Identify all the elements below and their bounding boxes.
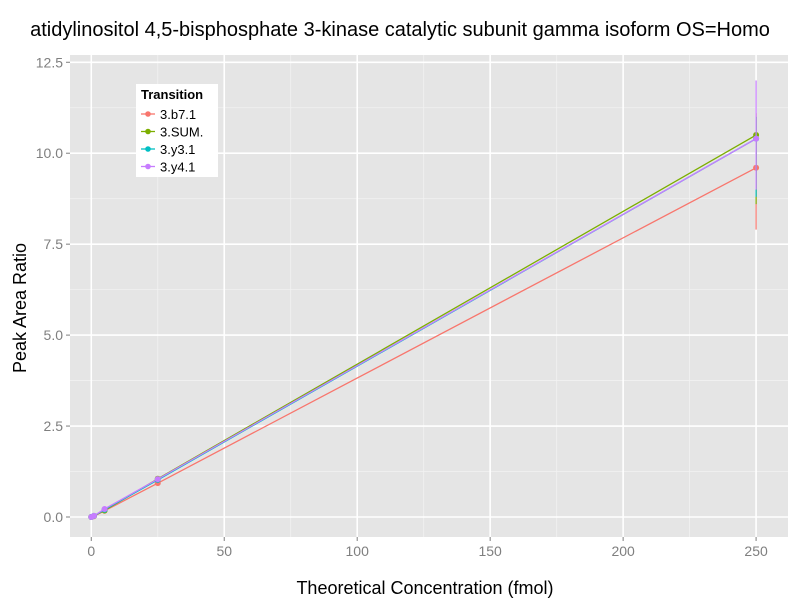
y-tick-label: 12.5	[36, 54, 63, 70]
x-tick-label: 150	[478, 543, 502, 559]
x-axis-label: Theoretical Concentration (fmol)	[296, 578, 553, 598]
y-tick-label: 2.5	[44, 418, 64, 434]
y-tick-label: 10.0	[36, 145, 63, 161]
legend-label: 3.b7.1	[160, 107, 196, 122]
legend-label: 3.y3.1	[160, 142, 195, 157]
y-tick-label: 5.0	[44, 327, 64, 343]
x-tick-label: 200	[611, 543, 635, 559]
legend-key-point	[145, 146, 151, 152]
legend-label: 3.y4.1	[160, 160, 195, 175]
x-tick-label: 50	[216, 543, 232, 559]
data-point-3.y4.1	[90, 512, 97, 519]
x-tick-label: 250	[744, 543, 768, 559]
y-axis-label: Peak Area Ratio	[10, 243, 30, 373]
grid-layer	[70, 55, 788, 537]
legend-items: 3.b7.1 3.SUM. 3.y3.1 3.y4.1	[141, 107, 203, 175]
legend-item-3.y4.1: 3.y4.1	[141, 160, 195, 175]
x-tick-label: 100	[346, 543, 370, 559]
series-layer	[88, 80, 760, 520]
x-tick-label: 0	[87, 543, 95, 559]
legend-item-3.y3.1: 3.y3.1	[141, 142, 195, 157]
legend-item-3.b7.1: 3.b7.1	[141, 107, 196, 122]
series-3.y4.1	[88, 80, 760, 520]
legend-key-point	[145, 128, 151, 135]
axis-layer: 0.0 2.5 5.0 7.5 10.0 12.5 0 50 100 150 200 250	[36, 54, 768, 559]
data-point-3.y4.1	[101, 505, 108, 512]
legend-label: 3.SUM.	[160, 125, 203, 140]
legend: Transition 3.b7.1 3.SUM. 3.y3.1 3.y4.1	[136, 84, 218, 177]
data-point-3.y4.1	[154, 476, 161, 483]
legend-key-point	[145, 111, 151, 117]
data-point-3.y4.1	[753, 135, 760, 142]
legend-key-point	[145, 163, 151, 170]
legend-title: Transition	[141, 87, 203, 102]
legend-item-3.SUM.: 3.SUM.	[141, 125, 203, 140]
y-tick-label: 0.0	[44, 509, 64, 525]
y-tick-label: 7.5	[44, 236, 64, 252]
chart-title: atidylinositol 4,5-bisphosphate 3-kinase…	[30, 19, 770, 41]
